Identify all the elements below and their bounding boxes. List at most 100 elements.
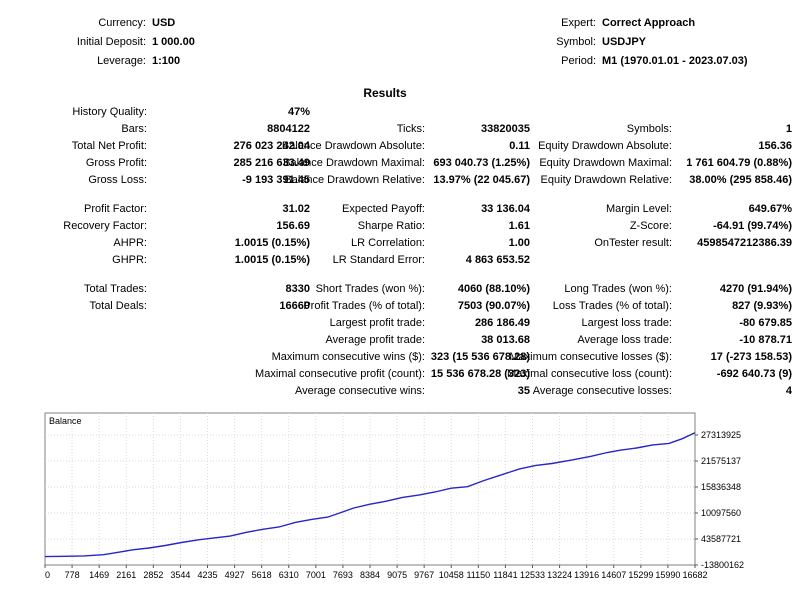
x-axis-label: 6310 — [279, 570, 299, 580]
stat-value: 0.11 — [509, 140, 530, 152]
stat-value: 693 040.73 (1.25%) — [433, 157, 530, 169]
report-header-right: Expert: Correct Approach Symbol: USDJPY … — [455, 14, 800, 71]
stat-value: 1 761 604.79 (0.88%) — [686, 157, 792, 169]
stat-value: 13.97% (22 045.67) — [433, 174, 530, 186]
stat-label: Z-Score: — [629, 220, 672, 232]
y-axis-label: 21575137 — [701, 456, 741, 466]
x-axis-label: 11150 — [466, 570, 490, 580]
stat-label: Average profit trade: — [325, 334, 425, 346]
y-axis-label: 43587721 — [701, 534, 741, 544]
results-grid: History Quality: 47% Bars: 8804122 Ticks: 338… — [0, 104, 794, 412]
x-axis-label: 16682 — [682, 570, 707, 580]
stat-label: AHPR: — [113, 237, 147, 249]
stat-label: Gross Profit: — [85, 157, 147, 169]
stat-value: 4598547212386.39 — [697, 237, 792, 249]
stat-value: 323 (15 536 678.28) — [430, 351, 530, 363]
x-axis-label: 14607 — [601, 570, 626, 580]
stat-label: Balance Drawdown Relative: — [284, 174, 425, 186]
stat-label: Balance Drawdown Maximal: — [283, 157, 425, 169]
stat-value: 33820035 — [481, 123, 530, 135]
stat-value: 1.61 — [508, 220, 530, 232]
stat-value: 38.00% (295 858.46) — [689, 174, 792, 186]
chart-series-label: Balance — [49, 416, 82, 426]
stat-value: 1 — [785, 123, 792, 135]
stat-label — [0, 332, 150, 349]
leverage-label: Leverage: — [97, 55, 146, 67]
stat-value: 276 023 242.04 — [233, 140, 310, 152]
stat-value — [428, 104, 530, 121]
stats-block: Profit Factor: 31.02 Expected Payoff: 33 13… — [0, 201, 794, 269]
stat-value: 7503 (90.07%) — [457, 300, 530, 312]
balance-line — [44, 432, 696, 558]
x-axis-label: 2161 — [116, 570, 136, 580]
stat-label: Short Trades (won %): — [315, 283, 425, 295]
stat-label: Profit Factor: — [84, 203, 147, 215]
stat-label: Largest profit trade: — [329, 317, 425, 329]
stat-value — [150, 315, 310, 332]
stat-label: Average consecutive losses: — [532, 385, 672, 397]
stat-value: 33 136.04 — [481, 203, 530, 215]
stat-value: -692 640.73 (9) — [716, 368, 792, 380]
stat-label: Expected Payoff: — [342, 203, 425, 215]
stats-row: Maximal consecutive profit (count): 15 53… — [0, 366, 794, 383]
stats-row: Recovery Factor: 156.69 Sharpe Ratio: 1.61 Z… — [0, 218, 794, 235]
currency-value: USD — [152, 17, 176, 29]
stats-row: Maximum consecutive wins ($): 323 (15 536… — [0, 349, 794, 366]
x-axis-label: 4927 — [225, 570, 245, 580]
balance-chart-svg: 0 778 1469 2161 2852 3544 4235 4927 5618 6310 7001… — [44, 412, 744, 580]
x-axis-label: 2852 — [143, 570, 163, 580]
stat-value — [675, 252, 792, 269]
y-axis-label: 10097560 — [701, 508, 741, 518]
balance-chart: 0 778 1469 2161 2852 3544 4235 4927 5618 6310 7001… — [0, 405, 800, 600]
header-field-period: Period: M1 (1970.01.01 - 2023.07.03) — [455, 52, 800, 71]
stat-value: 156.36 — [758, 140, 792, 152]
stat-label: Profit Trades (% of total): — [303, 300, 425, 312]
stats-row: Average consecutive wins: 35 Average conse… — [0, 383, 794, 400]
stat-label: Total Trades: — [84, 283, 147, 295]
stat-label: Maximum consecutive wins ($): — [271, 351, 425, 363]
header-field-symbol: Symbol: USDJPY — [455, 33, 800, 52]
stat-value: 4060 (88.10%) — [457, 283, 530, 295]
stat-value: 16660 — [279, 300, 310, 312]
stat-label: Maximal consecutive loss (count): — [506, 368, 672, 380]
stat-value: -10 878.71 — [739, 334, 792, 346]
x-axis-label: 11841 — [493, 570, 517, 580]
stat-value: 4 — [785, 385, 792, 397]
stat-label: Recovery Factor: — [63, 220, 147, 232]
stat-value: 285 216 633.49 — [233, 157, 310, 169]
stat-value: 1.0015 (0.15%) — [234, 254, 310, 266]
stats-row: History Quality: 47% — [0, 104, 794, 121]
stat-value: 1.00 — [508, 237, 530, 249]
stat-value: 38 013.68 — [481, 334, 530, 346]
stat-label: Maximum consecutive losses ($): — [509, 351, 672, 363]
stats-row: Total Trades: 8330 Short Trades (won %): 40… — [0, 281, 794, 298]
stat-value: -64.91 (99.74%) — [713, 220, 792, 232]
x-axis-label: 0 — [45, 570, 50, 580]
stat-label: History Quality: — [72, 106, 147, 118]
stat-label: LR Correlation: — [351, 237, 425, 249]
x-axis-label: 9767 — [414, 570, 434, 580]
stat-label — [530, 252, 675, 269]
stat-label: Sharpe Ratio: — [357, 220, 425, 232]
stat-label: Bars: — [121, 123, 147, 135]
x-axis-label: 13916 — [574, 570, 599, 580]
symbol-label: Symbol: — [556, 36, 596, 48]
stat-label: Symbols: — [626, 123, 672, 135]
symbol-value: USDJPY — [602, 36, 647, 48]
results-section-title: Results — [363, 86, 407, 100]
stats-row: GHPR: 1.0015 (0.15%) LR Standard Error: 4 8… — [0, 252, 794, 269]
stat-value: -80 679.85 — [739, 317, 792, 329]
x-axis-label: 3544 — [170, 570, 190, 580]
y-axis-label: 15836348 — [701, 482, 741, 492]
stat-value: 35 — [517, 385, 530, 397]
stat-value: 4270 (91.94%) — [719, 283, 792, 295]
x-axis-label: 7001 — [306, 570, 326, 580]
stat-label: Average loss trade: — [577, 334, 672, 346]
stats-row: Gross Loss: -9 193 391.45 Balance Drawdown… — [0, 172, 794, 189]
stat-label — [0, 366, 150, 383]
period-label: Period: — [561, 55, 596, 67]
stats-row: Gross Profit: 285 216 633.49 Balance Drawd… — [0, 155, 794, 172]
y-axis-label: -13800162 — [701, 560, 744, 570]
stat-label: Total Net Profit: — [71, 140, 147, 152]
